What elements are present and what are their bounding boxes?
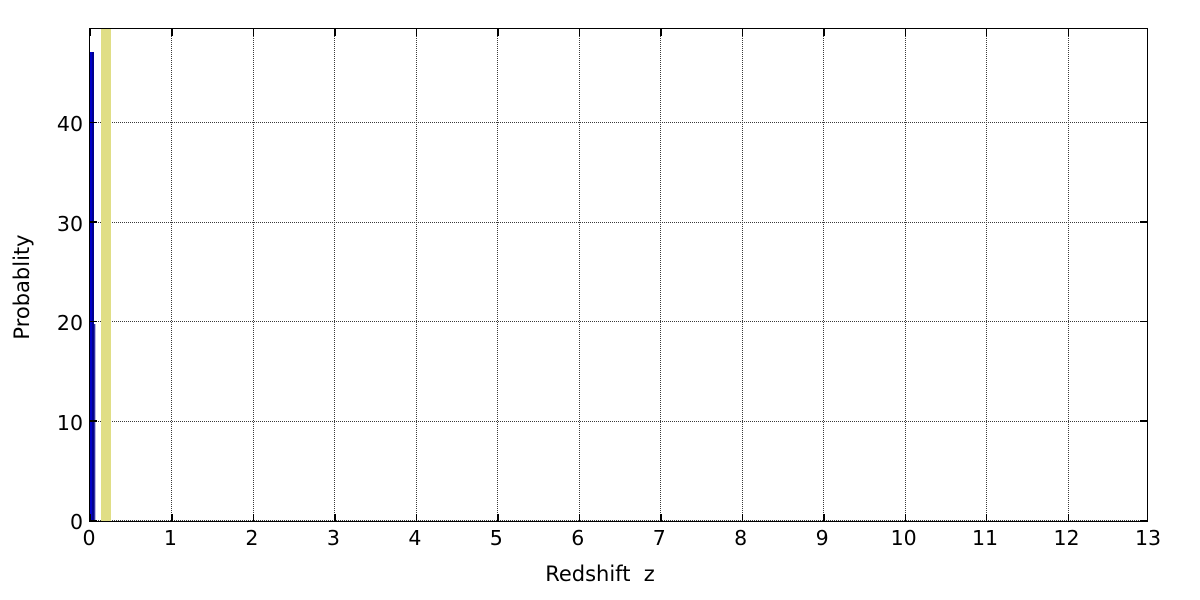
x-tick-label: 4 (408, 526, 422, 550)
gridline-vertical (415, 29, 417, 521)
y-tick-label: 0 (69, 509, 83, 534)
x-tick-mark-bottom (334, 514, 336, 521)
x-tick-mark-top (578, 29, 581, 36)
x-tick-label: 10 (890, 526, 917, 550)
gridline-vertical (741, 29, 743, 521)
x-tick-label: 3 (326, 526, 340, 550)
x-tick-mark-top (171, 29, 173, 36)
x-tick-mark-bottom (171, 514, 173, 521)
gridline-vertical (252, 29, 254, 521)
x-tick-mark-bottom (660, 514, 662, 521)
gridline-vertical (660, 29, 662, 521)
x-tick-mark-bottom (1067, 514, 1069, 521)
y-tick-mark-right (1140, 122, 1147, 124)
x-tick-mark-top (904, 29, 906, 36)
x-tick-mark-bottom (497, 514, 499, 521)
x-tick-mark-bottom (986, 514, 988, 521)
y-tick-mark-right (1140, 420, 1147, 422)
gridline-vertical (904, 29, 906, 521)
y-tick-mark-right (1140, 320, 1147, 323)
x-tick-label: 9 (815, 526, 829, 550)
x-tick-mark-top (415, 29, 418, 36)
x-tick-mark-bottom (904, 514, 906, 521)
y-tick-mark-left (90, 122, 97, 124)
x-tick-mark-bottom (741, 514, 744, 521)
x-tick-label: 0 (82, 526, 96, 550)
plot-area (89, 28, 1148, 522)
y-tick-label: 40 (56, 112, 83, 137)
redshift-band-mark (100, 29, 111, 521)
x-tick-mark-top (741, 29, 744, 36)
y-tick-label: 30 (56, 211, 83, 236)
y-tick-mark-right (1140, 221, 1147, 223)
x-tick-mark-bottom (823, 514, 825, 521)
gridline-horizontal (90, 321, 1147, 323)
gridline-vertical (171, 29, 173, 521)
gridline-vertical (823, 29, 825, 521)
y-axis-title: Probablity (10, 234, 34, 340)
x-tick-mark-bottom (252, 514, 255, 521)
probability-spike-taper (93, 323, 96, 521)
x-tick-mark-top (1067, 29, 1069, 36)
y-tick-label: 20 (56, 310, 83, 335)
x-tick-label: 12 (1053, 526, 1080, 550)
x-tick-label: 2 (245, 526, 259, 550)
gridline-horizontal (90, 520, 1147, 521)
y-tick-mark-right (1140, 519, 1147, 521)
gridline-vertical (497, 29, 499, 521)
gridline-horizontal (90, 221, 1147, 223)
x-tick-mark-top (334, 29, 336, 36)
x-tick-mark-bottom (415, 514, 418, 521)
x-axis-title: Redshift z (545, 562, 655, 586)
x-tick-label: 6 (571, 526, 585, 550)
x-tick-mark-top (986, 29, 988, 36)
x-tick-label: 8 (734, 526, 748, 550)
x-tick-label: 7 (652, 526, 666, 550)
gridline-horizontal (90, 122, 1147, 124)
gridline-horizontal (90, 420, 1147, 422)
x-tick-mark-bottom (90, 514, 92, 521)
y-tick-label: 10 (56, 410, 83, 435)
gridline-vertical (986, 29, 988, 521)
x-tick-mark-top (497, 29, 499, 36)
x-tick-mark-top (252, 29, 255, 36)
x-tick-label: 11 (972, 526, 999, 550)
x-tick-mark-top (660, 29, 662, 36)
x-tick-mark-bottom (578, 514, 581, 521)
y-tick-mark-left (90, 420, 97, 422)
y-tick-mark-left (90, 320, 97, 323)
gridline-vertical (334, 29, 336, 521)
probability-curve-edge (90, 51, 92, 521)
x-tick-mark-top (90, 29, 92, 36)
x-tick-label: 5 (489, 526, 503, 550)
gridline-vertical (1067, 29, 1069, 521)
x-tick-label: 13 (1134, 526, 1162, 550)
gridline-vertical (578, 29, 580, 521)
y-tick-mark-left (90, 221, 97, 223)
y-tick-mark-left (90, 519, 97, 521)
x-tick-label: 1 (163, 526, 177, 550)
x-tick-mark-top (823, 29, 825, 36)
